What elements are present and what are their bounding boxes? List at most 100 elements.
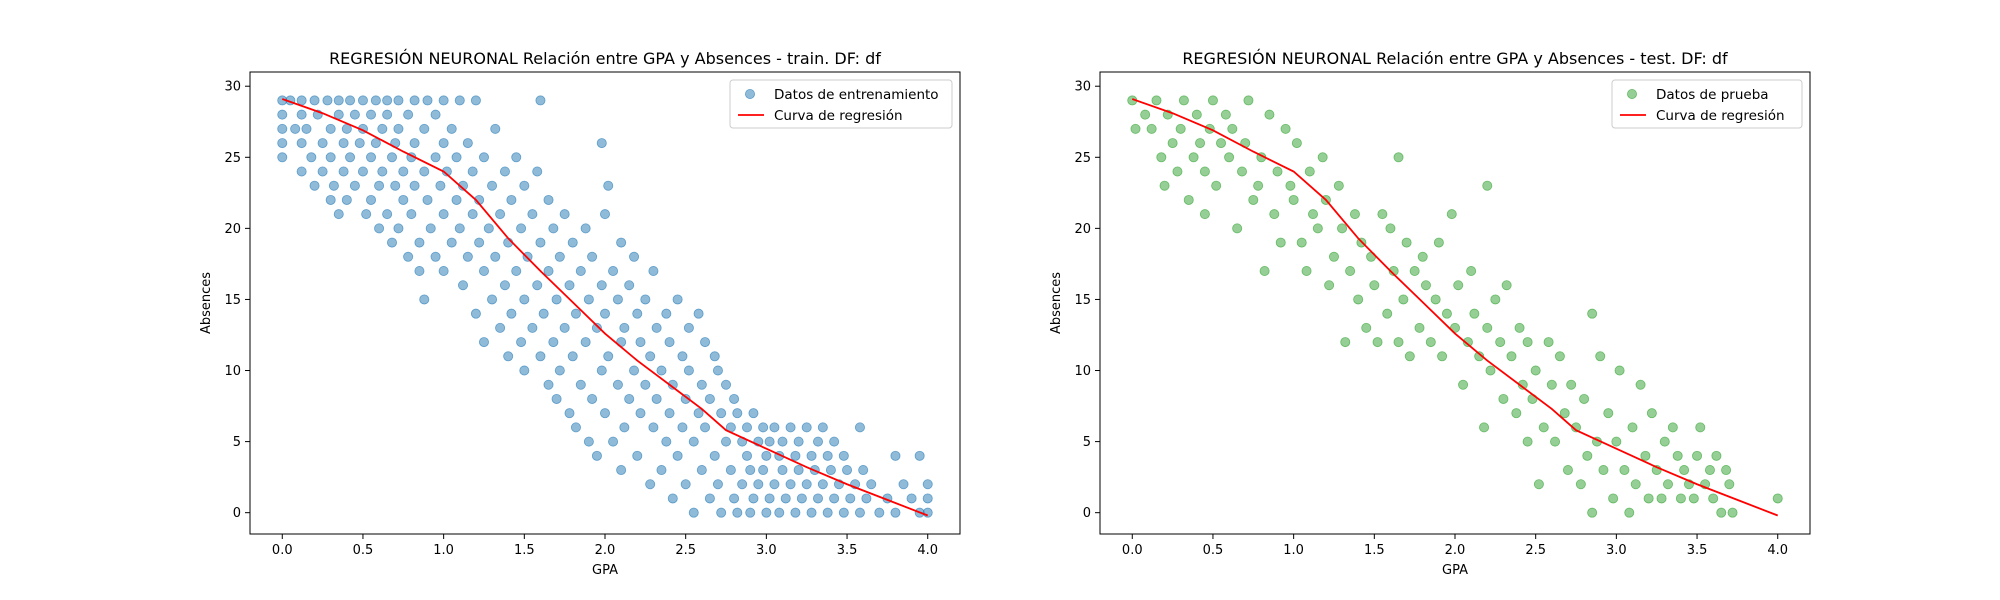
data-point [822,450,833,461]
legend: Datos de entrenamiento Curva de regresión [729,79,953,129]
data-point [640,379,651,390]
x-tick-label: 1.0 [1283,543,1304,558]
data-point [801,479,812,490]
data-point [354,138,365,149]
y-tick-label: 20 [224,222,241,237]
data-point [661,436,672,447]
x-tick-label: 0.5 [1203,543,1224,558]
data-point [712,365,723,376]
data-point [603,351,614,362]
data-point [516,223,527,234]
data-point [309,95,320,106]
data-point [656,465,667,476]
data-point [680,393,691,404]
data-point [1199,209,1210,220]
data-point [817,422,828,433]
data-point [454,95,465,106]
data-point [548,337,559,348]
x-tick-label: 4.0 [1767,543,1788,558]
chart-title: REGRESIÓN NEURONAL Relación entre GPA y … [1182,49,1728,68]
data-point [1772,493,1783,504]
data-point [635,408,646,419]
data-point [1433,237,1444,248]
data-point [793,465,804,476]
data-point [495,322,506,333]
data-point [538,308,549,319]
data-point [1172,166,1183,177]
data-point [454,223,465,234]
data-point [1659,436,1670,447]
data-point [422,95,433,106]
y-tick-label: 5 [1083,435,1091,450]
data-point [317,166,328,177]
data-point [438,266,449,277]
data-point [1619,465,1630,476]
data-point [419,123,430,134]
data-point [446,123,457,134]
data-point [748,493,759,504]
data-point [357,95,368,106]
y-tick-label: 10 [224,364,241,379]
data-point [1711,450,1722,461]
y-tick-label: 25 [224,151,241,166]
data-point [370,138,381,149]
data-point [1275,237,1286,248]
data-point [393,95,404,106]
data-point [1466,266,1477,277]
data-point [575,266,586,277]
data-point [672,450,683,461]
data-point [758,465,769,476]
chart-title: REGRESIÓN NEURONAL Relación entre GPA y … [329,49,881,68]
data-point [1441,308,1452,319]
data-point [1453,280,1464,291]
data-point [519,294,530,305]
data-point [357,166,368,177]
data-point [1372,337,1383,348]
x-tick-label: 2.5 [1525,543,1546,558]
data-point [587,251,598,262]
data-point [554,251,565,262]
data-point [1498,393,1509,404]
data-point [478,337,489,348]
data-point [632,450,643,461]
data-point [777,436,788,447]
data-point [1462,337,1473,348]
legend-marker-points [1627,89,1638,100]
data-point [700,422,711,433]
y-tick-label: 10 [1074,364,1091,379]
x-tick-label: 1.5 [1364,543,1385,558]
data-point [564,408,575,419]
data-point [721,436,732,447]
data-point [732,507,743,518]
data-point [1458,379,1469,390]
data-point [1624,507,1635,518]
data-point [1224,152,1235,163]
legend-label: Curva de regresión [1656,108,1785,124]
data-point [748,408,759,419]
data-point [890,450,901,461]
data-point [806,507,817,518]
data-point [1151,95,1162,106]
data-point [511,152,522,163]
data-point [1490,294,1501,305]
data-point [629,365,640,376]
data-point [1264,109,1275,120]
data-point [632,308,643,319]
data-point [651,322,662,333]
data-point [1237,166,1248,177]
data-point [1554,351,1565,362]
data-point [712,479,723,490]
data-point [1216,138,1227,149]
data-point [1243,95,1254,106]
data-point [1522,337,1533,348]
data-point [543,266,554,277]
data-point [390,180,401,191]
data-point [1382,308,1393,319]
data-point [1420,280,1431,291]
x-tick-label: 0.0 [1122,543,1143,558]
data-point [370,95,381,106]
data-point [345,95,356,106]
data-point [328,180,339,191]
data-point [1646,408,1657,419]
data-point [785,479,796,490]
